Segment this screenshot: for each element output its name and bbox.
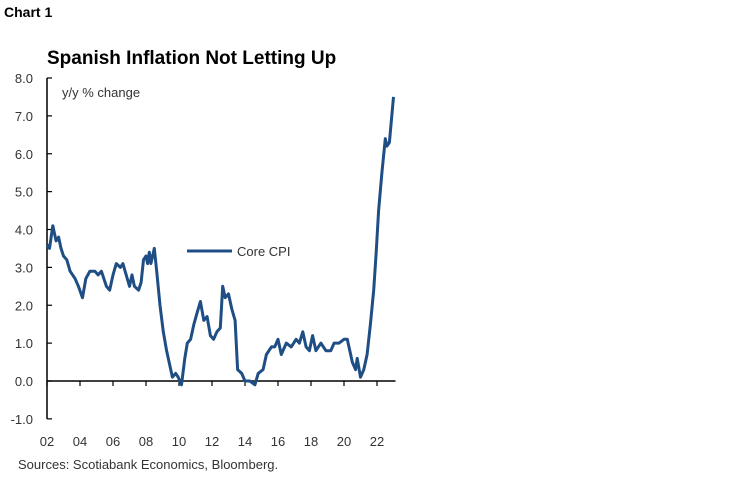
x-tick-label: 14 bbox=[238, 434, 252, 449]
x-tick-label: 04 bbox=[73, 434, 87, 449]
x-tick-label: 16 bbox=[271, 434, 285, 449]
x-tick-label: 18 bbox=[304, 434, 318, 449]
y-tick-label: 3.0 bbox=[15, 260, 33, 275]
y-tick-label: 8.0 bbox=[15, 71, 33, 86]
source-note: Sources: Scotiabank Economics, Bloomberg… bbox=[18, 457, 278, 472]
y-tick-label: 6.0 bbox=[15, 147, 33, 162]
legend-label: Core CPI bbox=[237, 244, 290, 259]
x-tick-label: 10 bbox=[172, 434, 186, 449]
series-line-core-cpi bbox=[45, 96, 395, 387]
y-tick-label: 7.0 bbox=[15, 109, 33, 124]
x-tick-label: 20 bbox=[337, 434, 351, 449]
y-tick-label: 0.0 bbox=[15, 374, 33, 389]
x-tick-label: 08 bbox=[139, 434, 153, 449]
y-tick-label: 1.0 bbox=[15, 336, 33, 351]
x-tick-label: 02 bbox=[40, 434, 54, 449]
tick-labels: -1.0 0.0 1.0 2.0 3.0 4.0 5.0 6.0 7.0 8.0 02 04 06 08 1… bbox=[11, 71, 385, 449]
y-tick-label: -1.0 bbox=[11, 412, 33, 427]
x-tick-label: 22 bbox=[370, 434, 384, 449]
y-tick-label: 4.0 bbox=[15, 223, 33, 238]
axes bbox=[46, 77, 396, 420]
x-tick-label: 12 bbox=[205, 434, 219, 449]
y-tick-label: 2.0 bbox=[15, 298, 33, 313]
chart-title: Spanish Inflation Not Letting Up bbox=[47, 48, 336, 69]
x-tick-label: 06 bbox=[106, 434, 120, 449]
y-axis-label: y/y % change bbox=[62, 85, 140, 100]
chart-number-label: Chart 1 bbox=[4, 4, 53, 20]
y-tick-label: 5.0 bbox=[15, 185, 33, 200]
